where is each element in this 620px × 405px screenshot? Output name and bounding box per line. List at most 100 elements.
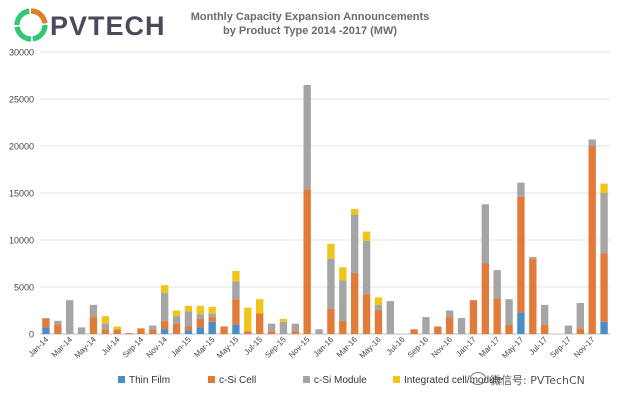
bar-segment	[374, 297, 383, 305]
chart-title-line-2: by Product Type 2014 -2017 (MW)	[222, 25, 397, 37]
bar-segment	[517, 312, 525, 334]
pvtech-logo-icon	[14, 8, 48, 42]
legend-swatch	[118, 376, 125, 383]
bar-segment	[54, 320, 62, 325]
y-tick-label: 0	[29, 330, 34, 340]
bar-segment	[232, 271, 240, 282]
bar-segment	[42, 327, 50, 334]
bar-segment	[184, 311, 193, 327]
bar-segment	[172, 323, 181, 334]
pvtech-logo: PVTECH	[14, 8, 165, 44]
bar-segment	[101, 316, 109, 324]
bar-segment	[42, 318, 50, 328]
bar-segment	[351, 214, 359, 273]
bar-segment	[232, 281, 240, 300]
bar-segment	[315, 329, 323, 334]
bar-segment	[493, 298, 501, 334]
legend-label: Thin Film	[129, 375, 170, 386]
bar-segment	[291, 331, 299, 334]
bar-segment	[77, 327, 86, 334]
bar-segment	[149, 329, 157, 334]
bar-segment	[446, 310, 454, 318]
bar-segment	[291, 323, 299, 332]
bar-segment	[564, 325, 573, 334]
x-tick-label: Sep-14	[121, 335, 146, 360]
bar-segment	[113, 329, 121, 334]
bar-segment	[541, 304, 549, 325]
bar-segment	[196, 327, 204, 334]
bar-segment	[89, 317, 98, 334]
bar-segment	[89, 304, 98, 318]
bar-segment	[303, 189, 311, 334]
bar-segment	[172, 310, 181, 317]
bar-segment	[481, 263, 489, 334]
bar-segment	[66, 300, 74, 334]
bar-segment	[279, 321, 288, 334]
bar-segment	[208, 321, 216, 334]
bar-segment	[256, 313, 264, 334]
bar-segment	[529, 258, 537, 334]
bar-segment	[434, 326, 442, 334]
x-tick-label: Nov-16	[429, 335, 454, 360]
chart-title-line-1: Monthly Capacity Expansion Announcements	[190, 11, 430, 23]
bar-segment	[529, 256, 537, 259]
x-tick-label: Sep-15	[263, 335, 288, 360]
x-tick-label: Sep-17	[548, 335, 573, 360]
wechat-icon	[470, 372, 486, 385]
bar-segment	[101, 329, 109, 334]
bar-segment	[600, 321, 608, 334]
y-tick-label: 30000	[9, 48, 34, 58]
bar-segment	[54, 324, 62, 334]
x-tick-label: May-15	[215, 335, 241, 361]
bar-segment	[576, 328, 584, 334]
x-tick-label: Sep-16	[406, 335, 431, 360]
legend-label: Integrated cell/module	[404, 375, 503, 386]
bar-segment	[327, 258, 335, 309]
bar-segment	[446, 317, 454, 334]
bar-segment	[588, 139, 596, 146]
bar-segment	[161, 329, 169, 334]
bar-segment	[339, 320, 347, 334]
bar-segment	[149, 325, 157, 330]
bar-segment	[374, 310, 383, 334]
bar-segment	[600, 193, 608, 254]
bar-segment	[481, 204, 489, 264]
bar-segment	[339, 267, 347, 281]
bar-segment	[267, 323, 276, 332]
bar-segment	[232, 299, 240, 325]
bar-segment	[457, 318, 466, 334]
x-tick-label: Jul-15	[242, 335, 264, 357]
x-tick-label: Jul-17	[527, 335, 549, 357]
bar-segment	[541, 324, 549, 334]
bar-segment	[208, 313, 216, 318]
bar-segment	[184, 326, 193, 331]
bar-segment	[362, 294, 371, 334]
x-tick-label: Nov-17	[572, 335, 597, 360]
bar-segment	[137, 328, 145, 334]
bar-segment	[172, 316, 181, 324]
bar-segment	[576, 302, 584, 329]
x-tick-label: May-17	[500, 335, 526, 361]
bar-segment	[196, 305, 204, 315]
chart-title: Monthly Capacity Expansion Announcements…	[160, 10, 460, 38]
x-tick-label: May-14	[73, 335, 99, 361]
x-tick-label: Mar-15	[192, 335, 217, 360]
bar-segment	[256, 299, 264, 314]
watermark-text: 微信号: PVTechCN	[490, 374, 585, 387]
y-tick-label: 25000	[9, 95, 34, 105]
bar-segment	[279, 318, 288, 322]
bar-segment	[184, 330, 193, 334]
bar-segment	[101, 323, 109, 330]
bar-segment	[161, 292, 169, 321]
bar-segment	[327, 243, 335, 259]
x-tick-label: Mar-17	[477, 335, 502, 360]
bar-segment	[208, 317, 216, 322]
bar-segment	[303, 84, 311, 190]
x-tick-label: Jan-17	[454, 335, 478, 359]
wechat-watermark: 微信号: PVTechCN	[470, 372, 585, 388]
legend-label: c-Si Cell	[219, 375, 256, 386]
bar-segment	[161, 285, 169, 293]
bar-segment	[410, 329, 418, 334]
